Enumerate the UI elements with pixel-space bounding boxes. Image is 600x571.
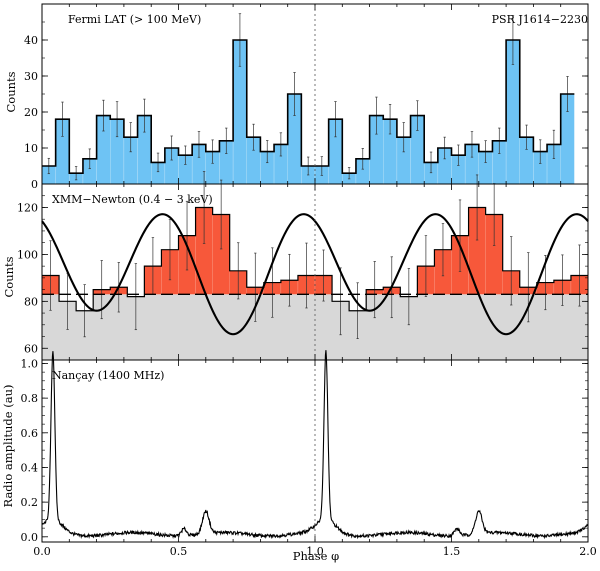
y-tick-label: 20	[24, 106, 38, 119]
fermi-y-axis-label: Counts	[4, 71, 18, 112]
y-tick-label: 0.2	[21, 496, 39, 509]
y-tick-label: 120	[17, 201, 38, 214]
y-tick-label: 0.4	[21, 461, 39, 474]
nancay-panel-label: Nançay (1400 MHz)	[52, 369, 164, 382]
x-tick-label: 1.5	[443, 545, 461, 558]
x-tick-label: 0.0	[33, 545, 51, 558]
y-tick-label: 0	[31, 178, 38, 191]
pulsar-name-label: PSR J1614−2230	[492, 13, 588, 26]
radio-y-axis-label: Radio amplitude (au)	[1, 385, 15, 508]
xmm-panel-label: XMM−Newton (0.4 − 3 keV)	[52, 193, 213, 206]
phase-x-axis-label: Phase φ	[293, 549, 339, 563]
y-tick-label: 80	[24, 295, 38, 308]
y-tick-label: 30	[24, 70, 38, 83]
y-tick-label: 100	[17, 248, 38, 261]
fermi-panel-label: Fermi LAT (> 100 MeV)	[68, 13, 201, 26]
y-tick-label: 0.0	[21, 531, 39, 544]
xmm-model-curve	[41, 213, 589, 336]
y-tick-label: 0.6	[21, 427, 39, 440]
x-tick-label: 0.5	[170, 545, 188, 558]
xmm-y-axis-label: Counts	[2, 256, 16, 297]
y-tick-label: 0.8	[21, 392, 39, 405]
y-tick-label: 60	[24, 342, 38, 355]
axes-layer: 0 10 20 30 40 60 80 100 120 0.0 0.2 0.4 0.6 0.8 1.0 0.0…	[17, 3, 597, 558]
x-tick-label: 2.0	[579, 545, 597, 558]
y-tick-label: 1.0	[21, 357, 39, 370]
y-tick-label: 40	[24, 34, 38, 47]
y-tick-label: 10	[24, 142, 38, 155]
fermi-histogram-outline	[42, 39, 575, 174]
x-tick-label: 1.0	[306, 545, 324, 558]
